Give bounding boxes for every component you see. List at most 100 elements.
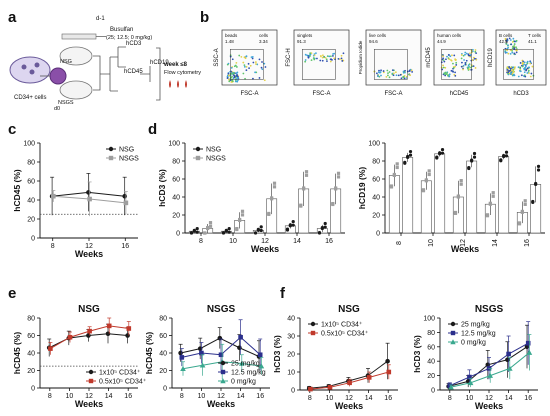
data-point (421, 188, 426, 192)
data-point (310, 330, 316, 336)
data-point (195, 230, 199, 234)
flow-event-dot (475, 58, 478, 61)
x-axis-title: Weeks (451, 244, 479, 254)
flow-event-dot (333, 57, 336, 60)
legend-label: NSG (206, 147, 221, 154)
flow-event-dot (507, 44, 509, 47)
y-tick-label: 10 (287, 370, 295, 377)
x-tick-label: 8 (396, 241, 403, 245)
flow-event-dot (326, 55, 329, 58)
flow-event-dot (263, 62, 266, 65)
flow-event-dot (329, 60, 332, 63)
flow-event-dot (326, 60, 328, 63)
data-point (450, 321, 456, 327)
data-point (320, 226, 324, 230)
flow-event-dot (461, 61, 463, 64)
x-tick-label: 16 (256, 393, 264, 400)
data-point (199, 350, 204, 356)
flow-event-dot (511, 49, 513, 52)
data-point (218, 352, 224, 358)
flow-event-dot (245, 65, 248, 68)
legend-label: 1x10⁵ CD34⁺ (99, 370, 141, 377)
flow-y-axis-label: FSC-H (286, 48, 292, 66)
flow-event-dot (513, 68, 516, 70)
flow-event-dot (388, 71, 391, 73)
x-tick-label: 14 (293, 238, 301, 245)
legend-label: 25 mg/kg (231, 361, 260, 368)
flow-plot-frame (293, 29, 350, 86)
branch-lines (104, 56, 118, 92)
flow-event-dot (444, 74, 447, 77)
chart-f-right: 0 20 40 60 80 100 Weeks hCD3 (%) NSGS 8 10 12 14 16 25… (412, 304, 538, 411)
flow-event-dot (523, 71, 526, 74)
flow-event-dot (243, 64, 246, 67)
bar (402, 157, 414, 234)
flow-event-dot (244, 57, 247, 60)
flow-event-dot (470, 69, 473, 71)
x-tick-label: 10 (66, 393, 74, 400)
data-point (440, 147, 445, 152)
flow-event-dot (379, 71, 382, 73)
flow-gate-value: 1.48 (225, 39, 234, 44)
flow-event-dot (506, 68, 509, 71)
data-point (459, 179, 463, 183)
data-point (467, 165, 471, 170)
data-point (270, 196, 274, 200)
culture-dish-icon (9, 56, 51, 84)
flow-event-dot (227, 72, 230, 75)
flow-event-dot (469, 52, 471, 55)
data-point (386, 369, 392, 375)
data-point (125, 333, 130, 338)
flow-event-dot (471, 59, 474, 61)
flow-event-dot (324, 56, 327, 59)
flow-event-dot (258, 77, 261, 79)
flow-event-dot (310, 59, 313, 62)
flow-x-axis-label: FSC-A (313, 91, 331, 97)
flow-event-dot (378, 69, 380, 72)
flow-event-dot (452, 62, 454, 65)
cells-label: CD34+ cells (14, 95, 47, 101)
flow-event-dot (240, 55, 243, 58)
data-point (108, 155, 114, 161)
flow-event-dot (341, 60, 344, 62)
flow-gate-value: 3.34 (259, 39, 268, 44)
data-point (505, 357, 510, 363)
legend-label: 1x10⁵ CD34⁺ (321, 322, 363, 329)
chart-title: NSGS (475, 304, 504, 315)
y-tick-label: 0 (176, 231, 180, 238)
y-tick-label: 40 (159, 351, 167, 358)
flow-event-dot (442, 66, 445, 69)
flow-event-dot (233, 75, 236, 78)
flow-event-dot (508, 65, 511, 68)
flow-y-axis-label: Propidium Iodide (358, 40, 363, 74)
data-point (304, 173, 309, 177)
y-tick-label: 40 (27, 198, 35, 205)
data-point (308, 386, 313, 392)
flow-event-dot (228, 80, 231, 83)
y-tick-label: 80 (172, 159, 180, 166)
blood-drop-icon (169, 80, 187, 88)
data-point (504, 154, 509, 158)
data-point (507, 365, 513, 371)
flow-event-dot (236, 71, 239, 74)
data-point (291, 223, 295, 227)
data-point (487, 372, 493, 378)
x-tick-label: 14 (505, 395, 513, 402)
flow-event-dot (512, 70, 515, 73)
chart-d-left: 0 20 40 60 80 100 Weeks hCD3 (%) 8 10 12 14 16 NSG NSG… (157, 141, 345, 254)
flow-event-dot (245, 55, 248, 58)
flow-event-dot (467, 53, 470, 56)
data-point (106, 323, 112, 329)
flow-event-dot (462, 68, 464, 71)
flow-event-dot (512, 37, 515, 40)
data-point (67, 334, 73, 340)
legend-label: NSGS (206, 156, 226, 163)
data-point (467, 380, 474, 386)
flow-event-dot (512, 45, 514, 48)
flow-event-dot (235, 66, 238, 68)
x-tick-label: 8 (308, 395, 312, 402)
data-point (203, 231, 207, 235)
